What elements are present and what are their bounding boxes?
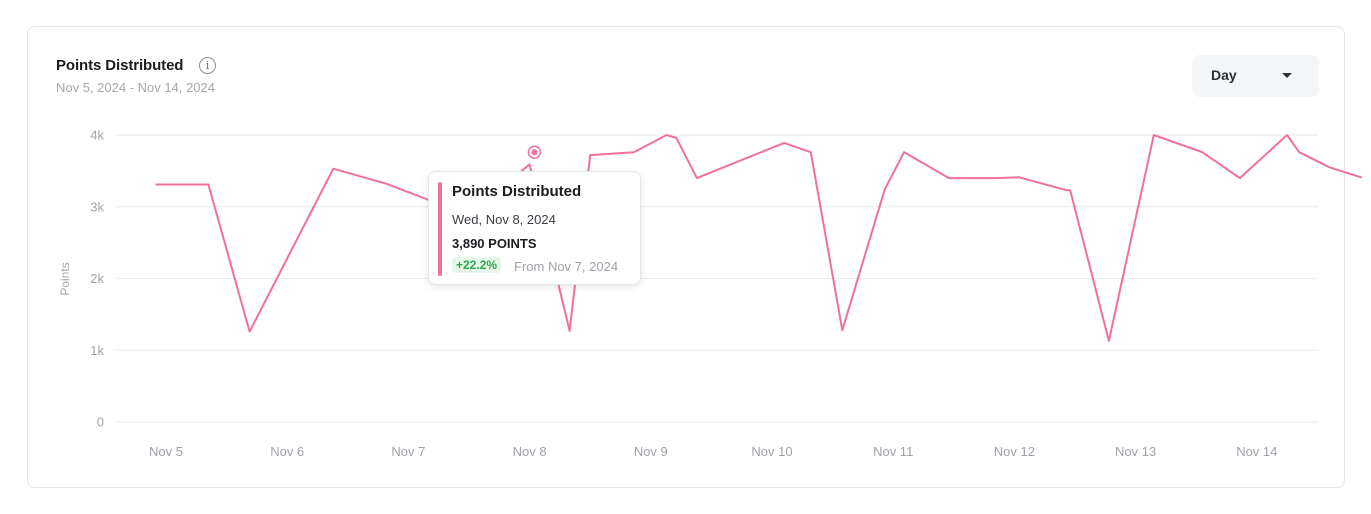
chart-title: Points Distributed bbox=[56, 57, 184, 74]
tooltip-date: Wed, Nov 8, 2024 bbox=[452, 212, 556, 227]
y-axis-label: Points bbox=[58, 262, 72, 295]
x-tick-label: Nov 7 bbox=[391, 444, 425, 459]
y-tick-label: 0 bbox=[97, 415, 104, 430]
chart-tooltip: Points Distributed Wed, Nov 8, 2024 3,89… bbox=[428, 171, 641, 285]
highlight-point bbox=[531, 149, 538, 156]
x-tick-label: Nov 10 bbox=[751, 444, 792, 459]
y-tick-label: 3k bbox=[90, 199, 104, 214]
dropdown-label: Day bbox=[1211, 67, 1237, 83]
tooltip-title: Points Distributed bbox=[452, 183, 582, 200]
x-tick-label: Nov 13 bbox=[1115, 444, 1156, 459]
info-icon[interactable]: i bbox=[199, 57, 216, 74]
y-tick-label: 1k bbox=[90, 343, 104, 358]
series-line bbox=[155, 134, 1362, 342]
x-tick-label: Nov 12 bbox=[994, 444, 1035, 459]
y-tick-label: 2k bbox=[90, 271, 104, 286]
y-tick-label: 4k bbox=[90, 128, 104, 143]
x-tick-label: Nov 8 bbox=[513, 444, 547, 459]
date-range: Nov 5, 2024 - Nov 14, 2024 bbox=[56, 80, 215, 95]
chevron-down-icon bbox=[1282, 73, 1292, 78]
x-tick-label: Nov 5 bbox=[149, 444, 183, 459]
chart-card: Points Distributed i Nov 5, 2024 - Nov 1… bbox=[27, 26, 1345, 488]
tooltip-value: 3,890 POINTS bbox=[452, 236, 537, 251]
tooltip-color-bar bbox=[438, 182, 442, 276]
tooltip-change-badge: +22.2% bbox=[452, 257, 502, 273]
granularity-dropdown[interactable]: Day bbox=[1192, 55, 1319, 97]
x-tick-label: Nov 11 bbox=[873, 444, 913, 459]
x-tick-label: Nov 9 bbox=[634, 444, 668, 459]
tooltip-comparison: From Nov 7, 2024 bbox=[514, 259, 619, 274]
x-tick-label: Nov 6 bbox=[270, 444, 304, 459]
x-tick-label: Nov 14 bbox=[1236, 444, 1277, 459]
